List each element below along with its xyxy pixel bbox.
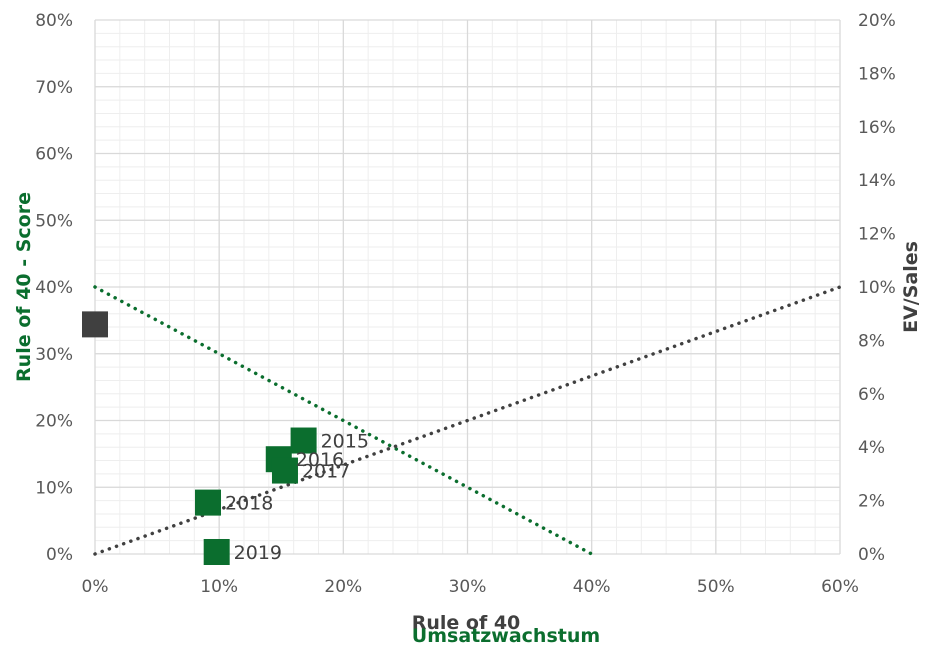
y-tick-label: 30%	[35, 345, 73, 365]
data-point-marker	[194, 489, 221, 516]
y2-tick-label: 18%	[858, 64, 896, 84]
x-tick-label: 40%	[573, 577, 611, 597]
y-tick-label: 40%	[35, 278, 73, 298]
data-point-marker	[203, 538, 230, 565]
y-tick-label: 20%	[35, 412, 73, 432]
x-tick-label: 60%	[821, 577, 859, 597]
trend-line	[93, 285, 842, 556]
y-tick-label: 60%	[35, 145, 73, 165]
y2-tick-label: 4%	[858, 438, 885, 458]
data-point-marker	[271, 457, 298, 484]
y-tick-label: 80%	[35, 11, 73, 31]
y-axis-title: Rule of 40 - Score	[13, 192, 35, 382]
y-tick-label: 70%	[35, 78, 73, 98]
x-tick-label: 50%	[697, 577, 735, 597]
y2-tick-label: 16%	[858, 118, 896, 138]
y-tick-label: 0%	[46, 545, 73, 565]
x-tick-label: 20%	[324, 577, 362, 597]
y2-tick-label: 8%	[858, 331, 885, 351]
x-tick-label: 0%	[82, 577, 109, 597]
trend-lines	[93, 285, 842, 556]
y2-tick-label: 12%	[858, 225, 896, 245]
data-point-label: 2019	[234, 542, 282, 564]
y2-tick-label: 2%	[858, 492, 885, 512]
x-tick-label: 30%	[449, 577, 487, 597]
data-point-marker	[82, 311, 108, 338]
x-axis-title: Rule of 40	[412, 612, 521, 634]
y2-tick-label: 0%	[858, 545, 885, 565]
data-point-label: 2018	[225, 493, 273, 515]
y2-axis-title: EV/Sales	[900, 241, 922, 333]
trend-line	[93, 285, 594, 556]
x-axis-secondary-title: Umsatzwachstum	[412, 625, 600, 647]
data-point-label: 2016	[296, 449, 344, 471]
data-point-marker	[290, 427, 317, 454]
y-axis-ticks: 0% 10% 20% 30% 40% 50% 60% 70% 80%	[35, 11, 73, 565]
y2-tick-label: 6%	[858, 385, 885, 405]
data-point-label: 2015	[321, 431, 369, 453]
data-markers	[82, 311, 317, 565]
y2-axis-ticks: 0% 2% 4% 6% 8% 10% 12% 14% 16% 18% 20%	[858, 11, 896, 565]
y-tick-label: 10%	[35, 478, 73, 498]
data-point-label: 2017	[302, 461, 350, 483]
y2-tick-label: 10%	[858, 278, 896, 298]
y2-tick-label: 20%	[858, 11, 896, 31]
y-tick-label: 50%	[35, 211, 73, 231]
y2-tick-label: 14%	[858, 171, 896, 191]
x-axis-ticks: 0% 10% 20% 30% 40% 50% 60%	[82, 577, 859, 597]
x-tick-label: 10%	[200, 577, 238, 597]
